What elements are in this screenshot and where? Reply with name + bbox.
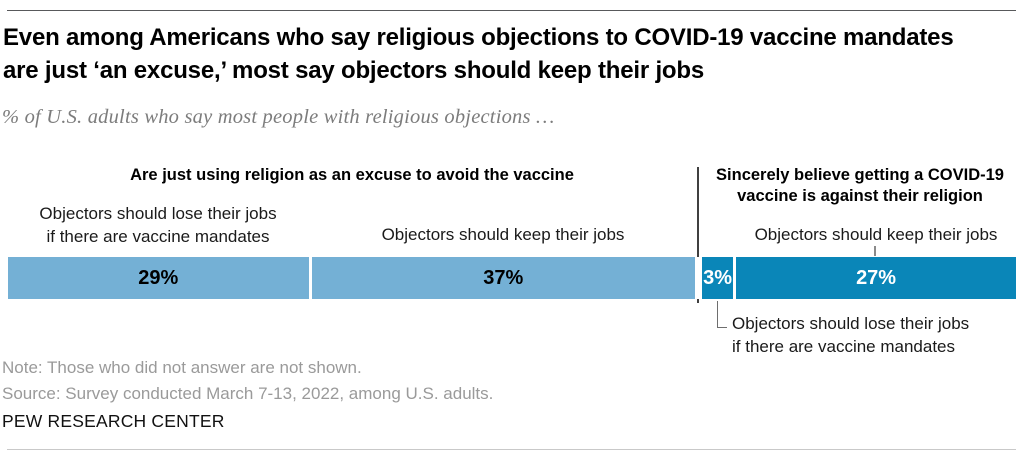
- bar-segment-sincere-keep: 27%: [736, 257, 1016, 299]
- callout-label-line2: if there are vaccine mandates: [732, 336, 956, 356]
- group-divider-line: [697, 167, 699, 303]
- callout-label-line1: Objectors should lose their jobs: [732, 314, 970, 333]
- group-header-sincere-line2: vaccine is against their religion: [737, 187, 983, 205]
- segment-label-lose-jobs-left-line2: if there are vaccine mandates: [46, 226, 270, 246]
- group-header-excuse: Are just using religion as an excuse to …: [130, 166, 574, 184]
- segment-label-lose-jobs-left: Objectors should lose their jobs if ther…: [8, 203, 308, 248]
- footnotes: Note: Those who did not answer are not s…: [2, 355, 493, 406]
- group-gap: [695, 257, 703, 299]
- source-text: Source: Survey conducted March 7-13, 202…: [2, 383, 494, 403]
- chart-subtitle: % of U.S. adults who say most people wit…: [2, 106, 555, 128]
- segment-label-keep-jobs-right: Objectors should keep their jobs: [754, 225, 998, 244]
- callout-connector-line: [717, 301, 727, 328]
- segment-gap: [308, 257, 312, 299]
- group-header-sincere-line1: Sincerely believe getting a COVID-19: [716, 166, 1004, 184]
- bar-segment-sincere-lose: 3%: [702, 257, 734, 299]
- segment-label-keep-jobs-left: Objectors should keep their jobs: [381, 225, 625, 244]
- bar-segment-excuse-keep: 37%: [311, 257, 696, 299]
- label-tick-keep-jobs-right: [874, 246, 876, 256]
- pew-research-center-wordmark: PEW RESEARCH CENTER: [2, 411, 225, 431]
- top-rule: [7, 10, 1016, 11]
- callout-label-lose-jobs-right: Objectors should lose their jobs if ther…: [732, 313, 1022, 358]
- bar-segment-excuse-lose: 29%: [8, 257, 309, 299]
- chart-title: Even among Americans who say religious o…: [3, 24, 954, 84]
- group-header-sincere: Sincerely believe getting a COVID-19 vac…: [702, 165, 1018, 207]
- segment-gap: [733, 257, 737, 299]
- bottom-rule: [7, 449, 1016, 450]
- segment-label-lose-jobs-left-line1: Objectors should lose their jobs: [39, 204, 277, 223]
- note-text: Note: Those who did not answer are not s…: [2, 358, 362, 377]
- stacked-bar: 29% 37% 3% 27%: [8, 257, 1016, 299]
